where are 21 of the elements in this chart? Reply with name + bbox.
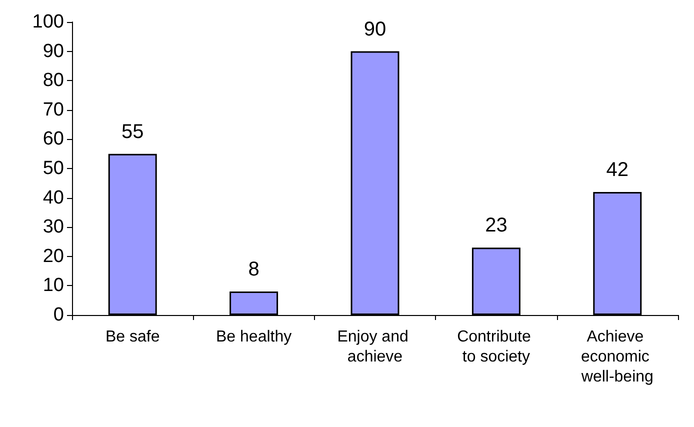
y-tick-label: 70 (42, 99, 64, 120)
x-tick-label: Contribute to society (457, 328, 536, 366)
x-tick-label: Enjoy and achieve (337, 328, 413, 366)
data-label: 42 (606, 158, 629, 181)
y-tick-label: 50 (42, 158, 64, 179)
data-label: 55 (121, 120, 144, 143)
x-tick-label: Be healthy (216, 328, 292, 346)
y-tick-label: 60 (42, 128, 64, 150)
data-label: 23 (485, 214, 508, 237)
data-label: 8 (248, 258, 260, 281)
x-tick-label: Achieve economic well-being (580, 328, 654, 386)
y-tick-label: 0 (53, 304, 64, 326)
y-tick-label: 80 (42, 70, 64, 92)
x-tick-label: Be safe (105, 328, 160, 346)
y-tick-label: 100 (32, 12, 64, 32)
y-tick-label: 10 (42, 275, 64, 296)
y-tick-label: 90 (42, 40, 64, 62)
data-label: 90 (364, 18, 386, 40)
y-tick-label: 20 (42, 246, 64, 267)
y-tick-label: 40 (42, 187, 64, 208)
y-tick-label: 30 (42, 216, 64, 238)
